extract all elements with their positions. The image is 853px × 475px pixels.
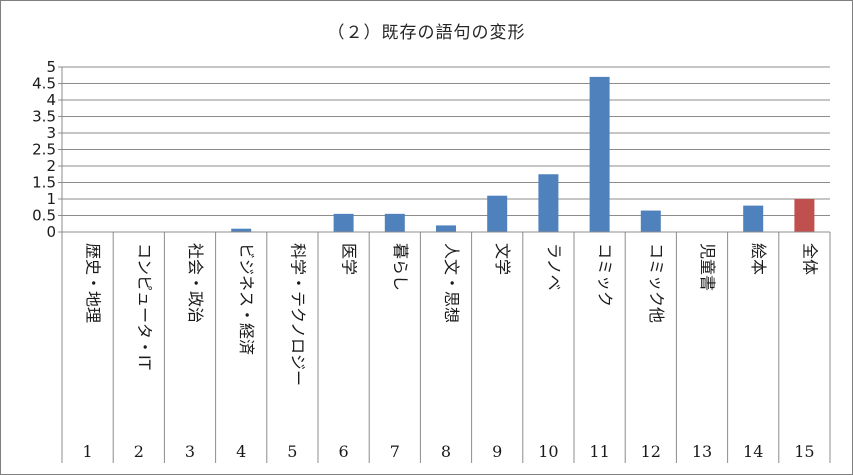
y-tick-label: 0.5	[32, 207, 56, 225]
category-index: 3	[185, 442, 195, 461]
category-label: 文学	[493, 243, 512, 275]
category-index: 13	[692, 442, 712, 461]
bar	[794, 199, 815, 232]
y-tick-label: 2	[46, 157, 56, 175]
category-label: ビジネス・経済	[237, 243, 256, 355]
category-label: 児童書	[698, 243, 717, 291]
category-index: 9	[492, 442, 502, 461]
category-index: 10	[538, 442, 558, 461]
category-label: コンピュータ・IT	[135, 243, 154, 370]
category-label: 科学・テクノロジー	[288, 243, 307, 386]
bar	[589, 76, 610, 233]
category-index: 6	[339, 442, 349, 461]
category-index: 2	[134, 442, 144, 461]
category-label: 歴史・地理	[84, 243, 103, 323]
category-label: 社会・政治	[186, 243, 205, 323]
bars	[231, 76, 815, 233]
category-index: 12	[641, 442, 661, 461]
y-tick-label: 1	[46, 190, 56, 208]
category-label: 全体	[800, 243, 819, 275]
category-label: コミック	[596, 243, 615, 307]
category-index: 7	[390, 442, 400, 461]
chart-title: （２）既存の語句の変形	[327, 23, 526, 43]
bar	[640, 210, 661, 232]
category-label: ラノベ	[544, 243, 563, 291]
gridlines	[62, 66, 830, 216]
y-tick-label: 5	[46, 58, 56, 76]
y-tick-label: 4.5	[32, 75, 56, 93]
y-tick-label: 3.5	[32, 108, 56, 126]
y-tick-labels: 00.511.522.533.544.55	[32, 58, 56, 241]
category-table: 歴史・地理 1 コンピュータ・IT 2 社会・政治 3 ビジネス・経済 4 科学・テクノロジー 5…	[61, 232, 831, 463]
category-label: コミック他	[647, 243, 666, 323]
category-index: 15	[794, 442, 814, 461]
y-tick-label: 1.5	[32, 174, 56, 192]
y-tick-label: 3	[46, 124, 56, 142]
category-label: 暮らし	[391, 243, 410, 291]
category-label: 医学	[340, 243, 359, 275]
y-tick-label: 2.5	[32, 141, 56, 159]
y-tick-label: 4	[46, 91, 56, 109]
category-index: 8	[441, 442, 451, 461]
category-label: 人文・思想	[442, 243, 461, 323]
bar	[333, 213, 354, 232]
bar	[231, 228, 252, 232]
y-tick-label: 0	[46, 223, 56, 241]
category-index: 4	[236, 442, 246, 461]
axes	[58, 66, 830, 233]
category-index: 11	[589, 442, 609, 461]
category-index: 1	[83, 442, 93, 461]
bar	[538, 174, 559, 232]
bar	[436, 225, 456, 232]
bar	[743, 205, 764, 232]
bar	[487, 195, 508, 232]
bar	[384, 213, 405, 232]
category-index: 14	[743, 442, 763, 461]
category-label: 絵本	[749, 243, 768, 275]
category-index: 5	[287, 442, 297, 461]
